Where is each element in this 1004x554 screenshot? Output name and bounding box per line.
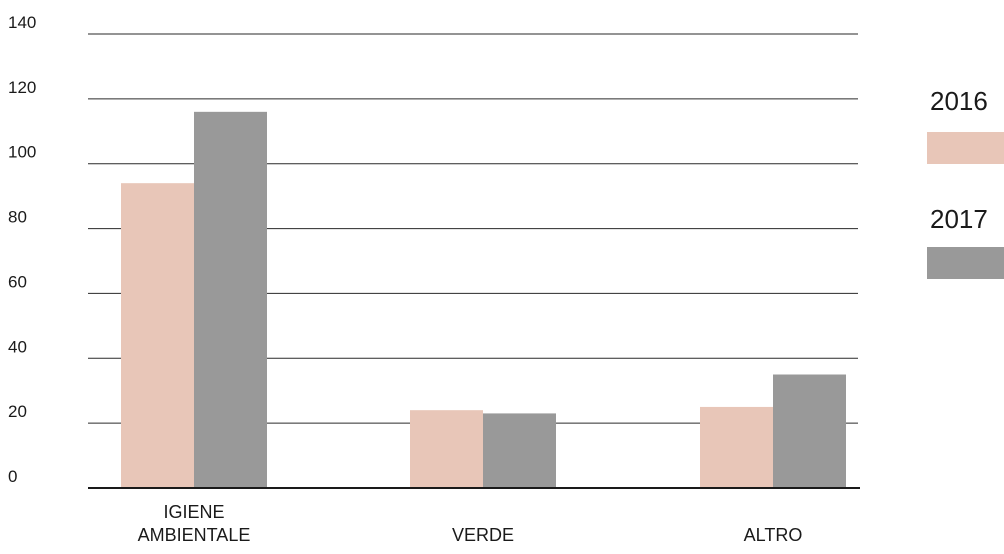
x-category-label-line: AMBIENTALE [138,525,251,545]
y-tick-label: 20 [8,402,27,421]
bar-2017-1 [483,413,556,488]
legend-label-2017: 2017 [930,204,988,234]
x-category-label-line: IGIENE [163,502,224,522]
y-tick-label: 60 [8,272,27,291]
x-category-label: ALTRO [744,525,803,545]
y-axis-ticks: 0 20 40 60 80 100 120 140 [8,13,36,486]
y-tick-label: 80 [8,208,27,227]
legend-label-2016: 2016 [930,86,988,116]
legend: 2016 2017 [927,86,1004,279]
x-category-label-line: ALTRO [744,525,803,545]
bar-2016-0 [121,183,194,488]
y-tick-label: 100 [8,143,36,162]
legend-swatch-2017 [927,247,1004,279]
y-tick-label: 0 [8,467,17,486]
bar-2016-1 [410,410,483,488]
x-axis-category-labels: IGIENE AMBIENTALE VERDE ALTRO [138,502,803,545]
x-category-label-line: VERDE [452,525,514,545]
bar-2016-2 [700,406,773,488]
legend-swatch-2016 [927,132,1004,164]
y-tick-label: 40 [8,337,27,356]
bar-2017-0 [194,111,267,488]
x-category-label: VERDE [452,525,514,545]
x-category-label: IGIENE AMBIENTALE [138,502,251,545]
bar-2017-2 [773,374,846,488]
y-tick-label: 120 [8,78,36,97]
y-tick-label: 140 [8,13,36,32]
bars [121,111,846,488]
